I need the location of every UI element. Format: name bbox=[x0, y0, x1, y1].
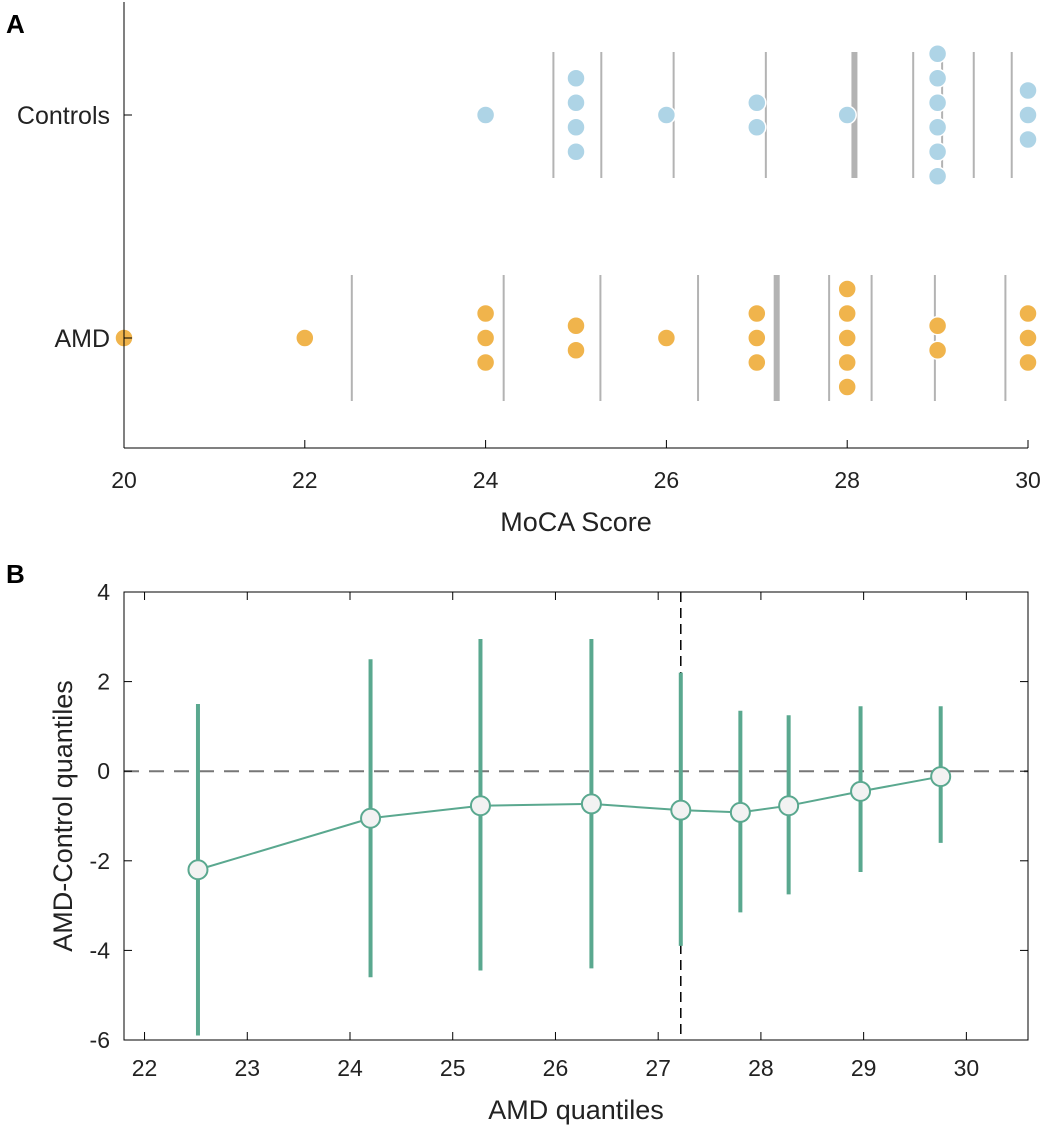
panel-a-data-point bbox=[927, 340, 948, 360]
panel-a-data-point bbox=[927, 142, 948, 162]
panel-b-y-tick-label: -2 bbox=[90, 848, 110, 874]
panel-a-data-point bbox=[566, 340, 586, 360]
panel-a-data-point bbox=[747, 93, 767, 113]
panel-a-data-point bbox=[295, 328, 315, 348]
panel-a-data-point bbox=[747, 352, 767, 373]
panel-a-data-point bbox=[927, 93, 948, 113]
panel-a-data-point bbox=[837, 105, 857, 125]
panel-a-data-point bbox=[837, 279, 857, 299]
panel-a-x-tick-label: 24 bbox=[473, 467, 499, 493]
panel-b-data-point bbox=[850, 780, 872, 802]
panel-b-data-point bbox=[187, 859, 209, 881]
panel-a-data-point bbox=[566, 316, 586, 336]
panel-a-data-point bbox=[1018, 303, 1038, 324]
panel-b-y-tick-label: 2 bbox=[97, 669, 110, 695]
panel-b-data-point bbox=[729, 801, 751, 823]
panel-b-x-axis-title: AMD quantiles bbox=[488, 1095, 664, 1125]
panel-a-data-point bbox=[837, 328, 857, 348]
panel-a-x-tick-label: 26 bbox=[654, 467, 680, 493]
panel-b-data-point bbox=[360, 807, 382, 829]
panel-b-y-axis-title: AMD-Control quantiles bbox=[48, 680, 78, 952]
panel-a-data-point bbox=[566, 68, 586, 88]
panel-b-y-tick-label: -4 bbox=[90, 937, 111, 963]
panel-a-data-point bbox=[927, 44, 948, 64]
panel-a-x-tick-label: 28 bbox=[834, 467, 860, 493]
panel-a-data-point bbox=[927, 117, 948, 137]
panel-a-data-point bbox=[656, 328, 677, 348]
panel-b-x-tick-label: 24 bbox=[337, 1055, 363, 1081]
panel-a-data-point bbox=[747, 303, 767, 324]
panel-b-y-tick-label: 0 bbox=[97, 758, 110, 784]
panel-a-data-point bbox=[566, 117, 586, 137]
panel-a-letter: A bbox=[6, 9, 25, 39]
panel-a-data-point bbox=[837, 352, 857, 373]
panel-a-data-point bbox=[1018, 328, 1038, 348]
panel-a-data-point bbox=[475, 105, 496, 125]
panel-a-x-tick-label: 20 bbox=[111, 467, 137, 493]
panel-a-quantile-lines bbox=[350, 52, 1013, 401]
panel-b-x-tick-label: 29 bbox=[851, 1055, 877, 1081]
panel-b-data-point bbox=[670, 799, 692, 821]
panel-b-reference-lines bbox=[124, 592, 1028, 1040]
panel-a-category-label: AMD bbox=[54, 325, 110, 353]
panel-a-data-point bbox=[747, 328, 767, 348]
panel-a-data-point bbox=[475, 303, 496, 324]
panel-b-letter: B bbox=[6, 559, 25, 589]
panel-b-data-point bbox=[469, 795, 491, 817]
panel-b-x-tick-label: 26 bbox=[543, 1055, 569, 1081]
panel-a-data-point bbox=[656, 105, 677, 125]
panel-a-data-point bbox=[747, 117, 767, 137]
panel-a-data-point bbox=[1018, 352, 1038, 373]
panel-a-category-label: Controls bbox=[17, 102, 110, 130]
panel-b-data-point bbox=[930, 766, 952, 788]
panel-b-axes-box bbox=[123, 591, 1029, 1041]
panel-b-y-tick-label: 4 bbox=[97, 579, 110, 605]
panel-b-y-tick-label: -6 bbox=[90, 1027, 110, 1053]
panel-a-x-tick-label: 30 bbox=[1015, 467, 1041, 493]
panel-b-x-tick-label: 25 bbox=[440, 1055, 466, 1081]
panel-b-x-tick-label: 22 bbox=[132, 1055, 158, 1081]
panel-a-data-point bbox=[837, 377, 857, 397]
panel-a-data-point bbox=[927, 316, 948, 336]
panel-a-data-point bbox=[837, 303, 857, 324]
panel-b-x-tick-label: 28 bbox=[748, 1055, 774, 1081]
panel-a: A 20 22 24 26 28 30 Controls AMD MoCA Score bbox=[6, 2, 1041, 537]
panel-a-data-point bbox=[566, 93, 586, 113]
panel-a-data-point bbox=[1018, 105, 1038, 125]
panel-a-data-point bbox=[566, 142, 586, 162]
panel-a-data-point bbox=[1018, 80, 1038, 101]
panel-b-x-tick-label: 23 bbox=[234, 1055, 260, 1081]
panel-b-series-line bbox=[197, 775, 941, 871]
panel-b-x-tick-label: 30 bbox=[954, 1055, 980, 1081]
panel-a-axes: 20 22 24 26 28 30 Controls AMD bbox=[17, 2, 1041, 493]
panel-b-series-polyline bbox=[197, 775, 941, 871]
panel-b-data-point bbox=[580, 793, 602, 815]
panel-b-data-point bbox=[778, 795, 800, 817]
panel-a-x-tick-label: 22 bbox=[292, 467, 318, 493]
panel-a-x-axis-title: MoCA Score bbox=[500, 507, 652, 537]
panel-a-data-point bbox=[475, 328, 496, 348]
panel-b-points bbox=[187, 766, 952, 881]
panel-a-points bbox=[114, 44, 1038, 397]
panel-b-x-tick-label: 27 bbox=[645, 1055, 671, 1081]
panel-a-data-point bbox=[1018, 129, 1038, 150]
panel-a-data-point bbox=[927, 166, 948, 186]
panel-a-data-point bbox=[927, 68, 948, 88]
panel-a-data-point bbox=[475, 352, 496, 373]
